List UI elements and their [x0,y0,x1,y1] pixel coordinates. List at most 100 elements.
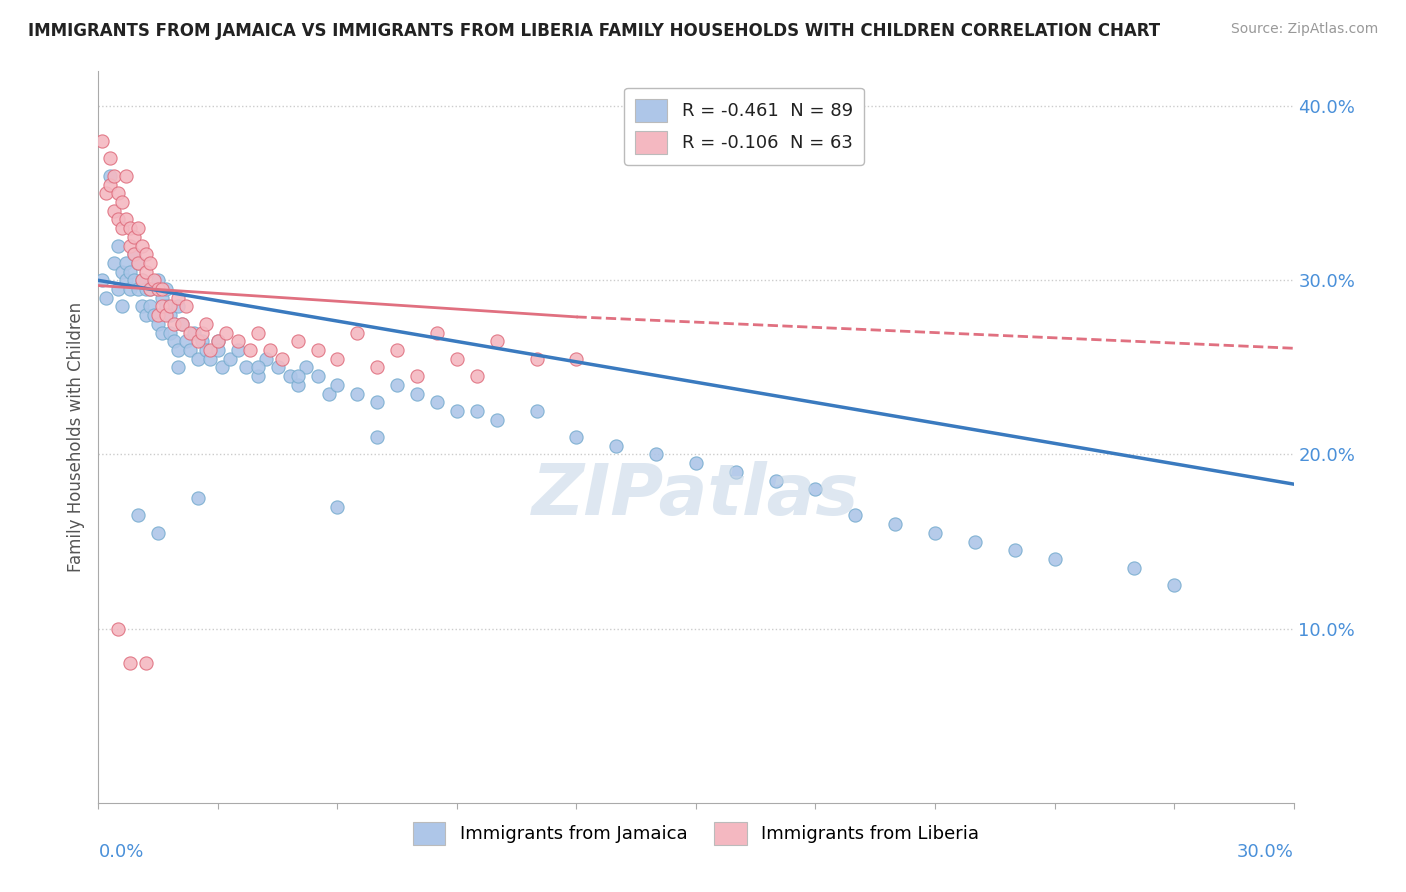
Point [287,377,309,392]
Point [174,300,197,314]
Point [924,525,946,540]
Point [148,525,170,540]
Point [685,456,707,470]
Point [115,169,138,183]
Point [195,343,218,357]
Point [326,500,349,514]
Point [107,622,129,636]
Point [765,474,787,488]
Point [91,273,114,287]
Point [127,221,149,235]
Point [167,343,190,357]
Point [143,308,166,322]
Point [159,326,181,340]
Point [287,334,309,349]
Point [307,369,329,384]
Point [278,369,301,384]
Point [107,282,129,296]
Point [195,317,218,331]
Point [645,448,668,462]
Point [135,308,157,322]
Point [326,377,349,392]
Point [207,343,229,357]
Text: ZIPatlas: ZIPatlas [533,461,859,530]
Point [111,265,134,279]
Point [91,134,114,148]
Point [226,334,249,349]
Point [526,404,548,418]
Point [804,483,827,497]
Point [326,351,349,366]
Point [198,343,221,357]
Point [155,282,177,296]
Point [155,308,177,322]
Point [270,351,292,366]
Point [98,169,122,183]
Point [159,300,181,314]
Point [526,351,548,366]
Point [120,221,142,235]
Point [111,300,134,314]
Point [120,238,142,252]
Point [98,178,122,192]
Point [103,203,125,218]
Point [150,326,173,340]
Point [1004,543,1026,558]
Point [246,360,269,375]
Point [120,265,142,279]
Point [135,247,157,261]
Point [446,351,468,366]
Point [135,657,157,671]
Point [385,343,409,357]
Point [163,334,186,349]
Y-axis label: Family Households with Children: Family Households with Children [67,302,86,572]
Point [139,256,162,270]
Point [187,351,209,366]
Point [103,256,125,270]
Point [96,291,118,305]
Point [163,317,186,331]
Point [127,256,149,270]
Point [131,273,153,287]
Point [115,273,138,287]
Point [155,300,177,314]
Point [485,334,508,349]
Point [103,169,125,183]
Point [287,369,309,384]
Point [366,430,388,444]
Point [148,308,170,322]
Point [98,152,122,166]
Point [111,194,134,209]
Point [1123,560,1146,574]
Text: IMMIGRANTS FROM JAMAICA VS IMMIGRANTS FROM LIBERIA FAMILY HOUSEHOLDS WITH CHILDR: IMMIGRANTS FROM JAMAICA VS IMMIGRANTS FR… [28,22,1160,40]
Point [426,395,449,409]
Point [1043,552,1066,566]
Point [239,343,262,357]
Point [267,360,290,375]
Point [226,343,249,357]
Point [235,360,257,375]
Point [127,508,149,523]
Point [465,404,488,418]
Point [120,282,142,296]
Point [167,360,190,375]
Point [318,386,340,401]
Point [148,282,170,296]
Point [131,273,153,287]
Point [366,360,388,375]
Point [127,256,149,270]
Point [148,317,170,331]
Point [259,343,281,357]
Point [844,508,866,523]
Text: 30.0%: 30.0% [1237,843,1294,861]
Point [385,377,409,392]
Point [115,212,138,227]
Text: 0.0%: 0.0% [98,843,143,861]
Point [179,343,201,357]
Legend: Immigrants from Jamaica, Immigrants from Liberia: Immigrants from Jamaica, Immigrants from… [405,814,987,852]
Point [139,282,162,296]
Point [884,517,907,532]
Point [124,247,146,261]
Point [294,360,316,375]
Point [219,351,242,366]
